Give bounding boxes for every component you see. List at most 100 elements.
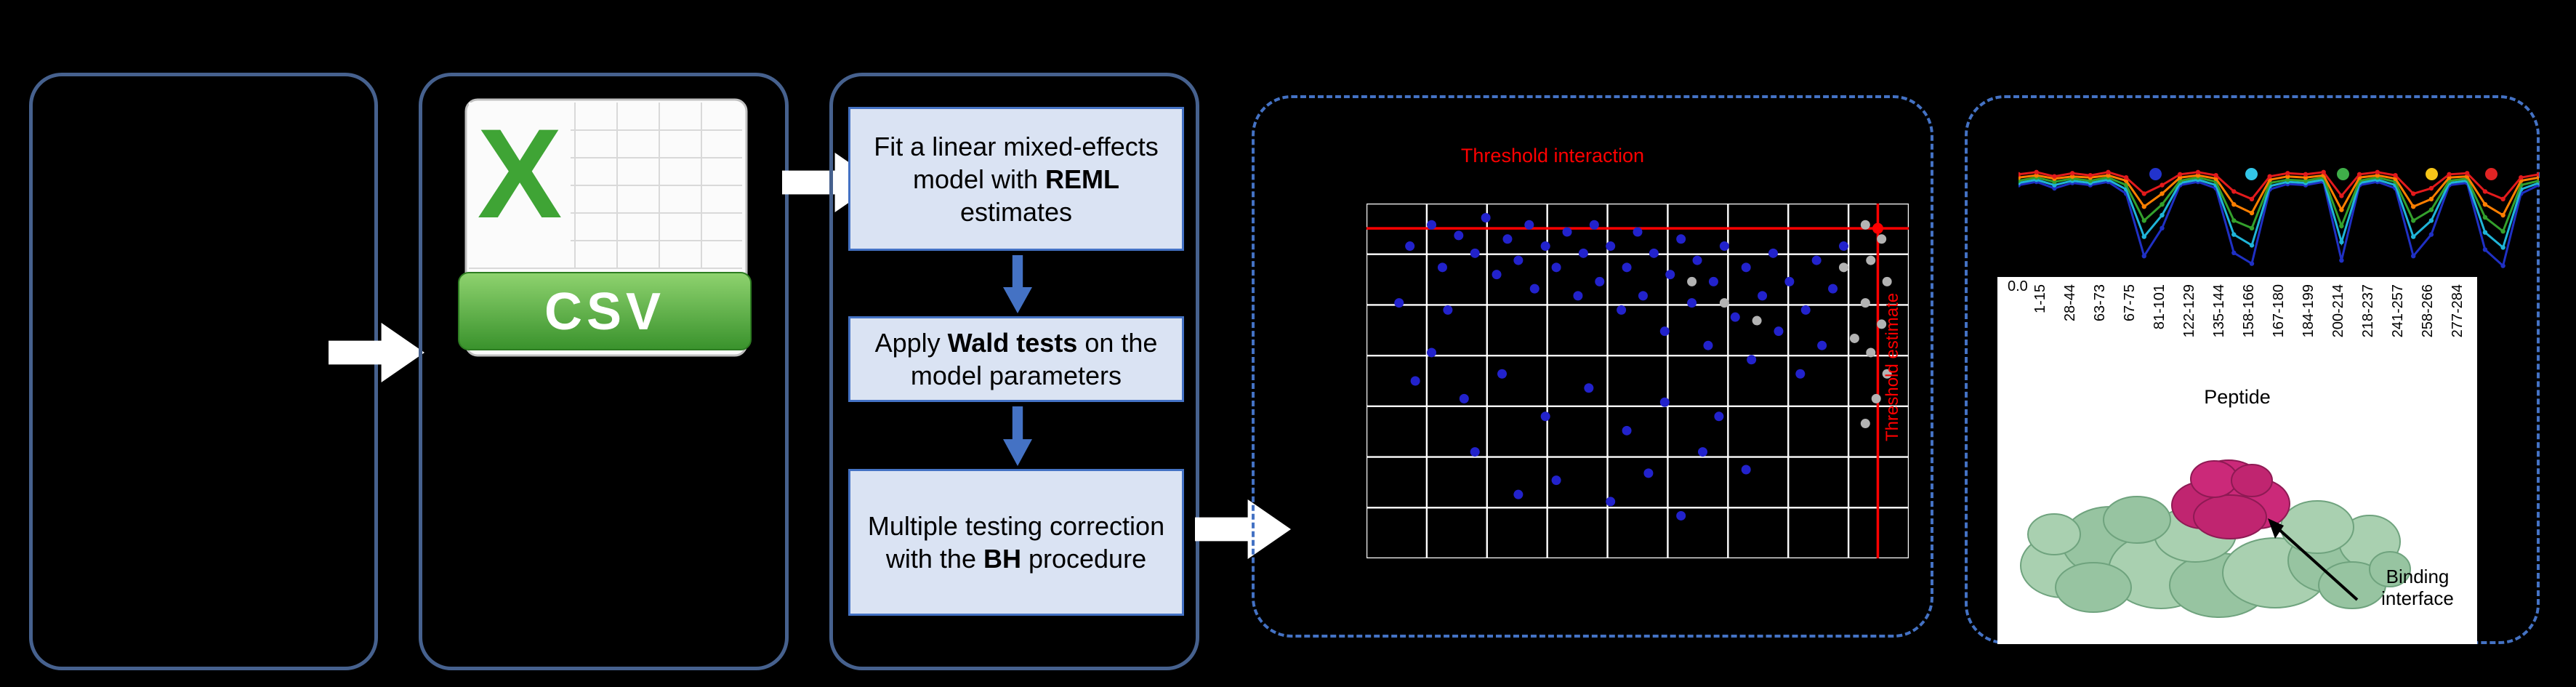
- profile-marker: [2018, 172, 2021, 177]
- scatter-point-blue: [1540, 411, 1550, 422]
- profile-line: [2018, 180, 2539, 268]
- peptide-tick-label: 67-75: [2122, 284, 2138, 322]
- profile-marker: [2160, 212, 2165, 218]
- profile-marker: [2428, 196, 2434, 201]
- scatter-point-blue: [1513, 255, 1524, 265]
- profile-marker: [2356, 172, 2362, 177]
- scatter-point-blue: [1643, 468, 1654, 478]
- y-axis-tick: 0.0: [2008, 278, 2028, 294]
- step-text-bold: REML: [1045, 164, 1120, 194]
- scatter-point-gray: [1877, 319, 1887, 329]
- scatter-point-blue: [1800, 305, 1811, 315]
- scatter-point-blue: [1747, 355, 1757, 365]
- scatter-point-blue: [1437, 262, 1447, 273]
- peptide-tick-label: 1-15: [2032, 284, 2048, 314]
- profile-marker: [2178, 172, 2183, 177]
- profile-marker: [2052, 185, 2057, 191]
- scatter-point-blue: [1741, 465, 1751, 475]
- profile-marker: [2303, 172, 2309, 177]
- scatter-point-blue: [1676, 510, 1686, 521]
- scatter-point-blue: [1427, 347, 1437, 358]
- scatter-point-blue: [1502, 234, 1513, 244]
- profile-marker: [2411, 218, 2416, 223]
- scatter-point-blue: [1589, 220, 1599, 230]
- profile-line: [2018, 174, 2539, 217]
- scatter-point-blue: [1649, 248, 1659, 258]
- profile-marker: [2375, 173, 2380, 178]
- scatter-point-blue: [1562, 227, 1572, 237]
- binding-interface-label: Binding interface: [2381, 566, 2454, 609]
- scatter-point-blue: [1768, 248, 1778, 258]
- profile-marker: [2106, 173, 2111, 178]
- profile-marker: [2141, 234, 2146, 239]
- profile-marker: [2069, 174, 2075, 179]
- profile-marker: [2465, 171, 2470, 176]
- step-text: Apply Wald tests on the model parameters: [859, 326, 1173, 392]
- profile-marker: [2339, 193, 2344, 198]
- scatter-point-blue: [1595, 276, 1605, 286]
- profile-marker: [2428, 185, 2434, 191]
- profile-marker: [2428, 207, 2434, 212]
- peptide-tick-label: 81-101: [2152, 284, 2168, 330]
- profile-marker: [2303, 175, 2309, 180]
- scatter-point-blue: [1617, 305, 1627, 315]
- scatter-point-blue: [1741, 262, 1751, 273]
- scatter-point-blue: [1551, 262, 1561, 273]
- peptide-tick-label: 258-266: [2420, 284, 2436, 338]
- scatter-point-blue: [1698, 447, 1708, 457]
- peptide-tick-label: 184-199: [2301, 284, 2317, 338]
- scatter-point-blue: [1708, 276, 1718, 286]
- threshold-intersection-point: [1872, 222, 1883, 234]
- scatter-point-blue: [1405, 241, 1415, 252]
- profile-marker: [2231, 218, 2237, 223]
- profile-marker: [2321, 169, 2326, 174]
- step-box-wald: Apply Wald tests on the model parameters: [848, 316, 1184, 402]
- scatter-point-blue: [1513, 489, 1524, 499]
- protein-structure: [2020, 459, 2411, 618]
- profile-marker: [2160, 182, 2165, 188]
- step-text-post: on the model parameters: [910, 328, 1158, 390]
- profile-marker: [2500, 263, 2505, 268]
- profile-marker: [2339, 258, 2344, 263]
- profile-marker: [2500, 212, 2505, 218]
- scatter-point-gray: [1866, 255, 1876, 265]
- profile-marker: [2411, 191, 2416, 196]
- csv-file-icon: X CSV: [458, 98, 752, 357]
- profile-marker: [2536, 172, 2539, 177]
- scatter-point-blue: [1730, 312, 1740, 322]
- profile-marker: [2160, 191, 2165, 196]
- profile-marker: [2141, 204, 2146, 209]
- profile-marker: [2088, 178, 2093, 183]
- threshold-estimate-label: Threshold estimate: [1883, 292, 1902, 442]
- scatter-point-blue: [1470, 447, 1480, 457]
- scatter-point-gray: [1687, 276, 1697, 286]
- profile-marker: [2393, 173, 2398, 178]
- profile-marker: [2500, 196, 2505, 201]
- binding-interface-region: [2171, 459, 2290, 539]
- panel-input-data: [29, 73, 378, 670]
- profile-line: [2018, 176, 2539, 233]
- peptide-tick-label: 28-44: [2062, 284, 2078, 322]
- profile-marker: [2141, 254, 2146, 259]
- scatter-point-blue: [1497, 369, 1507, 379]
- scatter-point-blue: [1622, 262, 1632, 273]
- panel-peptide-result: 0.0 1-15 28-44 63-73 67-75 81-101 122-129 135-…: [1965, 95, 2540, 644]
- profile-marker: [2231, 250, 2237, 255]
- uptake-line-chart: [2018, 169, 2539, 268]
- scatter-point-blue: [1540, 241, 1550, 252]
- panel-method-steps: Fit a linear mixed-effects model with RE…: [829, 73, 1199, 670]
- scatter-point-gray: [1752, 316, 1762, 326]
- panel-csv-file: X CSV: [419, 73, 789, 670]
- scatter-point-blue: [1427, 220, 1437, 230]
- profile-marker: [2231, 189, 2237, 194]
- scatter-point-blue: [1606, 497, 1616, 507]
- profile-marker: [2034, 169, 2039, 174]
- scatter-point-blue: [1481, 213, 1491, 223]
- profile-marker: [2052, 174, 2057, 179]
- csv-banner-label: CSV: [544, 283, 665, 341]
- profile-marker: [2428, 232, 2434, 237]
- scatter-point-blue: [1774, 326, 1784, 337]
- profile-marker: [2428, 218, 2434, 223]
- panel-scatter-result: Threshold interaction Threshold estimate: [1252, 95, 1933, 638]
